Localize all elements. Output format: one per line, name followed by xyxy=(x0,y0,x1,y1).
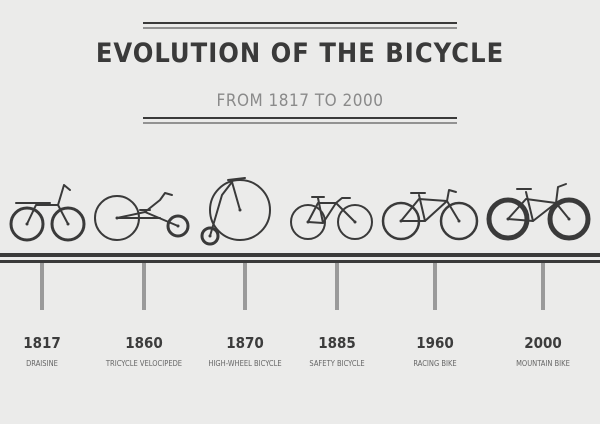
year: 1860 xyxy=(125,334,163,352)
timeline-stem xyxy=(433,263,437,310)
year: 1960 xyxy=(416,334,454,352)
frame xyxy=(335,202,356,223)
bicycle-name: DRAISINE xyxy=(26,359,58,368)
bicycle-name: RACING BIKE xyxy=(413,359,456,368)
frame xyxy=(418,194,426,222)
timeline-stem xyxy=(142,263,146,310)
frame xyxy=(446,200,460,222)
wheel xyxy=(547,197,591,241)
frame xyxy=(209,181,233,237)
frame xyxy=(525,191,534,222)
bicycle-icon xyxy=(9,184,86,242)
timeline-item: 1860 TRICYCLE VELOCIPEDE xyxy=(94,192,190,368)
year: 1885 xyxy=(318,334,356,352)
wheel xyxy=(439,201,479,241)
frame xyxy=(144,192,173,213)
timeline-stem xyxy=(40,263,44,310)
frame xyxy=(335,197,351,204)
frame xyxy=(446,189,457,202)
frame xyxy=(227,177,246,181)
year: 1817 xyxy=(23,334,61,352)
bicycle-icon xyxy=(200,177,271,246)
wheel xyxy=(166,214,190,238)
timeline-stem xyxy=(243,263,247,310)
bicycle-name: TRICYCLE VELOCIPEDE xyxy=(105,359,182,368)
frame xyxy=(231,181,241,211)
timeline-stem xyxy=(335,263,339,310)
timeline-stem xyxy=(541,263,545,310)
frame xyxy=(57,184,71,206)
frame xyxy=(26,204,69,225)
title-rules xyxy=(143,22,457,124)
wheel xyxy=(200,226,220,246)
frame xyxy=(317,197,324,224)
timeline-item: 1817 DRAISINE xyxy=(9,184,86,368)
title: EVOLUTION OF THE BICYCLE xyxy=(96,38,504,69)
timeline-item: 1885 SAFETY BICYCLE xyxy=(290,196,373,368)
wheel xyxy=(209,179,271,241)
timeline-items: 1817 DRAISINE 1860 TRICYCLE VELOCIPEDE 1870 H… xyxy=(9,177,591,368)
timeline-item: 2000 MOUNTAIN BIKE xyxy=(486,183,591,368)
subtitle: FROM 1817 TO 2000 xyxy=(217,91,384,111)
bicycle-icon xyxy=(94,192,190,241)
wheel xyxy=(9,206,45,242)
timeline-item: 1870 HIGH-WHEEL BICYCLE xyxy=(200,177,282,368)
bicycle-name: HIGH-WHEEL BICYCLE xyxy=(208,359,281,368)
frame xyxy=(555,183,567,204)
wheel xyxy=(337,204,373,240)
timeline-item: 1960 RACING BIKE xyxy=(381,189,479,368)
timeline-bar xyxy=(0,253,600,263)
bicycle-name: MOUNTAIN BIKE xyxy=(516,359,570,368)
year: 1870 xyxy=(226,334,264,352)
bicycle-icon xyxy=(381,189,479,241)
wheel xyxy=(486,197,530,241)
frame xyxy=(555,202,570,220)
wheel xyxy=(50,206,86,242)
year: 2000 xyxy=(524,334,562,352)
bicycle-name: SAFETY BICYCLE xyxy=(309,359,364,368)
bicycle-icon xyxy=(290,196,373,240)
wheel xyxy=(290,204,326,240)
bicycle-icon xyxy=(486,183,591,241)
